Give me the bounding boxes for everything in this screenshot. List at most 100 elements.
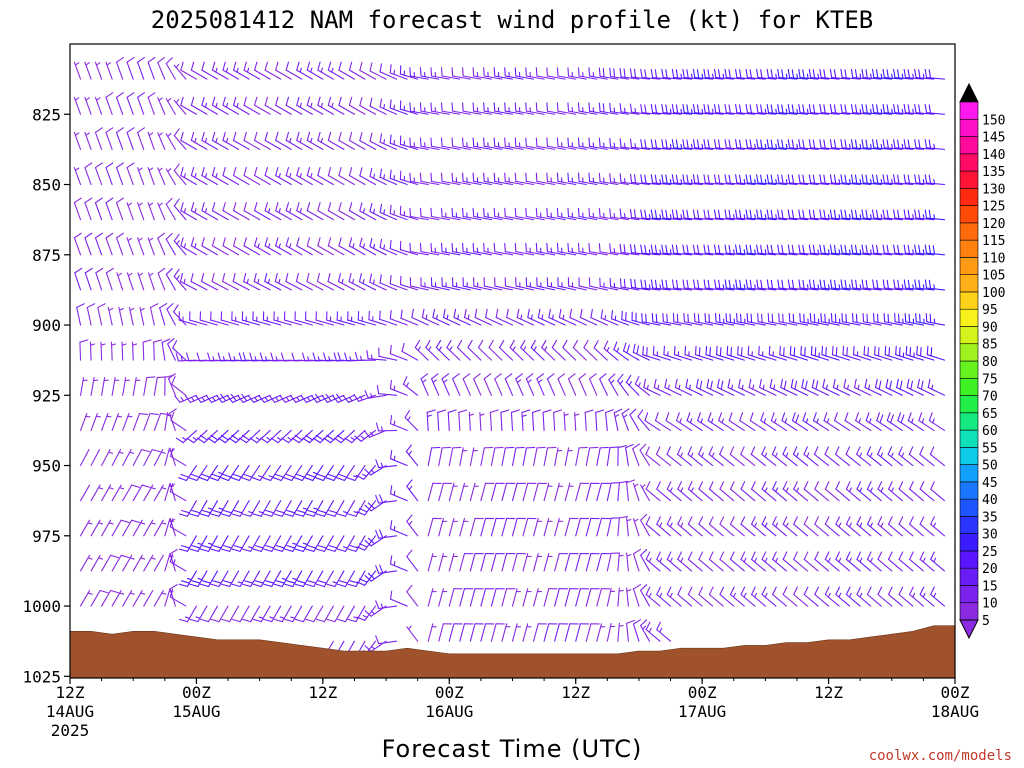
barb-staff [483, 251, 503, 256]
barb-half [544, 346, 548, 351]
barb-staff [531, 411, 535, 431]
barb-full [675, 69, 679, 79]
barb-full [131, 484, 141, 488]
wind-barb [379, 133, 398, 150]
barb-staff [271, 570, 282, 588]
barb-staff [389, 72, 408, 80]
barb-staff [438, 447, 443, 467]
wind-barb [719, 446, 735, 467]
barb-half [754, 179, 756, 185]
barb-full [425, 339, 431, 349]
barb-full [175, 437, 184, 444]
wind-barb [719, 481, 735, 502]
barb-full [200, 548, 210, 552]
barb-full [894, 312, 896, 323]
barb-staff [260, 570, 271, 588]
barb-half [160, 451, 166, 454]
barb-full [332, 395, 339, 403]
barb-staff [369, 140, 387, 150]
barb-full [527, 308, 530, 319]
barb-full [201, 131, 205, 141]
barb-full [577, 242, 580, 253]
barb-full [333, 352, 338, 362]
barb-staff [232, 104, 250, 115]
barb-staff [525, 378, 535, 396]
barb-full [645, 313, 647, 324]
barb-full [598, 102, 601, 112]
barb-full [504, 242, 506, 253]
barb-full [379, 310, 381, 320]
barb-full [348, 202, 353, 212]
barb-staff [509, 347, 524, 361]
barb-full [307, 545, 317, 549]
wind-barb [196, 429, 219, 444]
barb-half [648, 249, 651, 255]
barb-half [90, 343, 96, 346]
barb-half [912, 108, 914, 114]
barb-staff [201, 174, 219, 186]
barb-staff [746, 287, 766, 291]
wind-barb [713, 174, 735, 186]
barb-full [783, 347, 785, 357]
barb-full [739, 412, 744, 422]
barb-full [589, 373, 597, 380]
barb-staff [634, 383, 651, 396]
barb-full [685, 378, 689, 389]
barb-staff [652, 182, 672, 186]
wind-barb [703, 174, 724, 186]
barb-half [257, 475, 263, 478]
barb-half [912, 214, 914, 220]
barb-staff [296, 210, 313, 221]
wind-barb [306, 202, 324, 221]
wind-barb [430, 373, 440, 396]
barb-full [216, 395, 223, 403]
barb-staff [676, 453, 693, 467]
wind-barb [525, 67, 545, 80]
barb-full [285, 61, 290, 71]
barb-staff [789, 182, 809, 186]
barb-full [745, 244, 748, 254]
barb-half [618, 625, 624, 627]
wind-barb [430, 207, 450, 221]
wind-barb [740, 516, 756, 537]
wind-barb [483, 102, 503, 115]
barb-full [375, 530, 380, 539]
barb-full [404, 409, 411, 419]
wind-barb [232, 131, 250, 150]
wind-barb [511, 446, 525, 467]
barb-half [176, 275, 180, 280]
barb-full [441, 373, 450, 380]
wind-barb [777, 174, 798, 186]
barb-full [347, 548, 357, 552]
barb-half [690, 487, 694, 493]
barb-half [701, 108, 704, 114]
wind-barb [190, 237, 208, 256]
barb-staff [596, 552, 602, 572]
barb-full [251, 477, 261, 482]
wind-barb [501, 623, 511, 642]
barb-half [933, 284, 936, 290]
wind-barb [153, 589, 167, 607]
barb-full [791, 69, 795, 79]
wind-barb [535, 207, 556, 221]
wind-barb [379, 238, 398, 256]
barb-full [84, 197, 93, 204]
barb-staff [525, 75, 545, 80]
barb-staff [778, 147, 798, 150]
barb-staff [725, 77, 745, 80]
barb-full [347, 618, 357, 623]
barb-half [408, 450, 412, 456]
wind-barb [89, 341, 96, 361]
wind-barb [645, 551, 661, 572]
barb-full [707, 279, 710, 290]
barb-half [118, 307, 124, 311]
barb-full [338, 473, 348, 478]
wind-barb [787, 68, 809, 80]
barb-full [115, 57, 124, 63]
wind-barb [456, 339, 471, 361]
barb-staff [704, 252, 724, 256]
barb-full [389, 449, 393, 460]
barb-half [289, 208, 292, 214]
barb-full [687, 481, 693, 490]
barb-staff [172, 347, 187, 361]
